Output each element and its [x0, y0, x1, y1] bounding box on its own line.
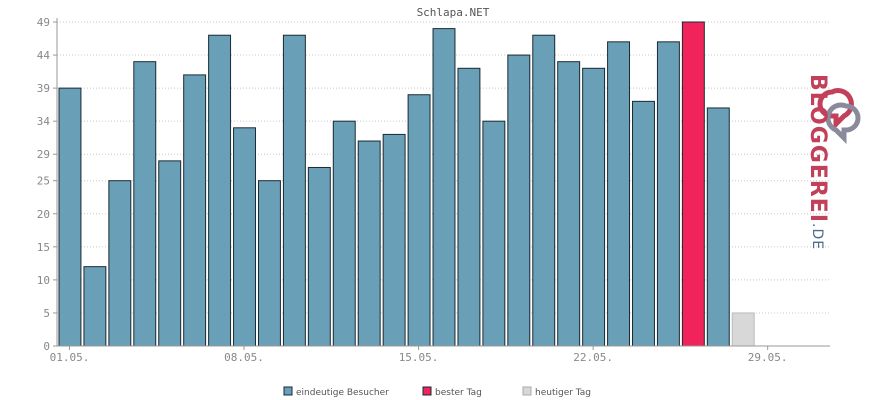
bar-05.05.	[158, 160, 182, 347]
bar-11.05.	[307, 166, 331, 347]
logo-main-text: BLOGGEREI	[805, 74, 830, 224]
bar-12.05.	[332, 120, 356, 347]
bloggerei-logo-icon	[817, 88, 861, 145]
y-tick-label: 10	[37, 274, 50, 287]
y-tick-label: 34	[37, 115, 51, 128]
legend-item: eindeutige Besucher	[283, 386, 389, 398]
bar-04.05.	[133, 61, 157, 347]
x-tick-label: 22.05.	[573, 351, 613, 364]
y-tick-label: 39	[37, 82, 50, 95]
y-tick-label: 29	[37, 148, 50, 161]
legend-label: heutiger Tag	[535, 388, 591, 398]
bar-23.05.	[607, 41, 631, 347]
x-tick-label: 15.05.	[399, 351, 439, 364]
y-tick-label: 44	[37, 49, 51, 62]
bar-14.05.	[382, 133, 406, 347]
bloggerei-logo-text: BLOGGEREI.DE	[805, 74, 830, 251]
bar-26.05.	[681, 21, 705, 347]
legend-swatch	[422, 386, 432, 396]
bar-22.05.	[582, 67, 606, 347]
y-tick-label: 25	[37, 175, 50, 188]
bar-25.05.	[656, 41, 680, 347]
bars	[58, 21, 755, 347]
bar-28.05.	[731, 312, 755, 347]
bar-10.05.	[282, 34, 306, 347]
legend-swatch	[522, 386, 532, 396]
y-tick-label: 49	[37, 16, 50, 29]
x-tick-label: 01.05.	[50, 351, 90, 364]
bar-21.05.	[557, 61, 581, 347]
y-tick-label: 0	[43, 340, 50, 353]
bar-02.05.	[83, 266, 107, 347]
bar-15.05.	[407, 94, 431, 347]
bar-09.05.	[257, 180, 281, 347]
x-tick-label: 29.05.	[748, 351, 788, 364]
legend: eindeutige Besucher bester Tag heutiger Ta…	[283, 386, 591, 398]
legend-label: bester Tag	[435, 388, 482, 398]
bar-24.05.	[632, 100, 655, 347]
bar-18.05.	[482, 120, 506, 347]
bar-17.05.	[457, 67, 481, 347]
legend-item: heutiger Tag	[522, 386, 591, 398]
legend-item: bester Tag	[422, 386, 482, 398]
bar-13.05.	[357, 140, 381, 347]
bar-01.05.	[58, 87, 82, 347]
y-tick-label: 5	[43, 307, 50, 320]
bar-20.05.	[532, 34, 556, 347]
bar-19.05.	[507, 54, 531, 347]
legend-swatch	[283, 386, 293, 396]
bar-16.05.	[432, 28, 456, 347]
bar-06.05.	[183, 74, 207, 347]
y-tick-label: 15	[37, 241, 50, 254]
logo-tld-text: .DE	[809, 223, 825, 251]
chart-title: Schlapa.NET	[417, 6, 490, 19]
axes	[56, 18, 830, 347]
x-axis-ticks: 01.05. 08.05. 15.05. 22.05. 29.05.	[50, 346, 788, 364]
bar-03.05.	[108, 180, 132, 347]
x-tick-label: 08.05.	[224, 351, 264, 364]
bar-07.05.	[208, 34, 232, 347]
y-tick-label: 20	[37, 208, 50, 221]
bar-27.05.	[706, 107, 730, 347]
bar-08.05.	[233, 127, 256, 347]
legend-label: eindeutige Besucher	[296, 388, 389, 398]
y-axis-ticks: 0 5 10 15 20 25 29 34 39 44 49	[37, 16, 57, 353]
